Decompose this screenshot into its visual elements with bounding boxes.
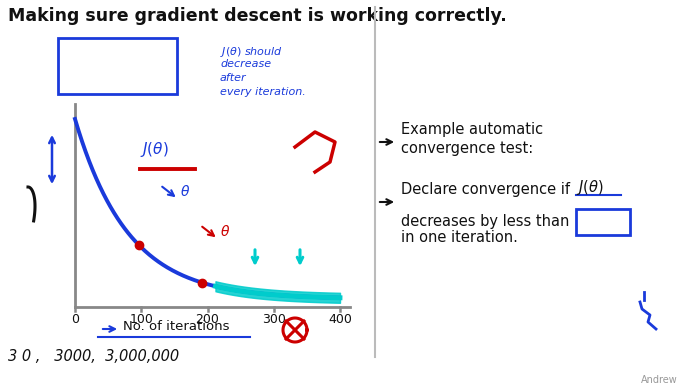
- Text: 200: 200: [196, 313, 220, 326]
- Text: 400: 400: [328, 313, 352, 326]
- FancyBboxPatch shape: [576, 209, 630, 235]
- Text: decrease: decrease: [220, 59, 271, 69]
- Text: decreases by less than: decreases by less than: [401, 214, 569, 229]
- Text: 300: 300: [262, 313, 285, 326]
- Text: $J(\theta)$: $J(\theta)$: [576, 178, 604, 197]
- Text: Declare convergence if: Declare convergence if: [401, 182, 575, 197]
- Text: Example automatic: Example automatic: [401, 122, 543, 137]
- Text: convergence test:: convergence test:: [401, 141, 533, 156]
- Text: 0: 0: [71, 313, 79, 326]
- Text: every iteration.: every iteration.: [220, 87, 306, 97]
- Text: $J(\theta)$ should: $J(\theta)$ should: [220, 45, 283, 59]
- Text: in one iteration.: in one iteration.: [401, 230, 518, 245]
- Text: 3 0 ,   3000,  3,000,000: 3 0 , 3000, 3,000,000: [8, 349, 179, 364]
- Text: $J(\theta)$: $J(\theta)$: [140, 140, 169, 159]
- Text: $\min_\theta\ J(\theta)$: $\min_\theta\ J(\theta)$: [68, 44, 128, 71]
- Text: $10^{-3}$: $10^{-3}$: [579, 212, 614, 231]
- Text: No. of iterations: No. of iterations: [123, 320, 230, 334]
- Text: 100: 100: [130, 313, 153, 326]
- Text: $\theta$: $\theta$: [180, 183, 190, 199]
- Text: Making sure gradient descent is working correctly.: Making sure gradient descent is working …: [8, 7, 507, 25]
- Text: $\theta$: $\theta$: [220, 224, 230, 238]
- Text: after: after: [220, 73, 247, 83]
- Text: Andrew: Andrew: [641, 375, 678, 385]
- FancyBboxPatch shape: [58, 38, 177, 94]
